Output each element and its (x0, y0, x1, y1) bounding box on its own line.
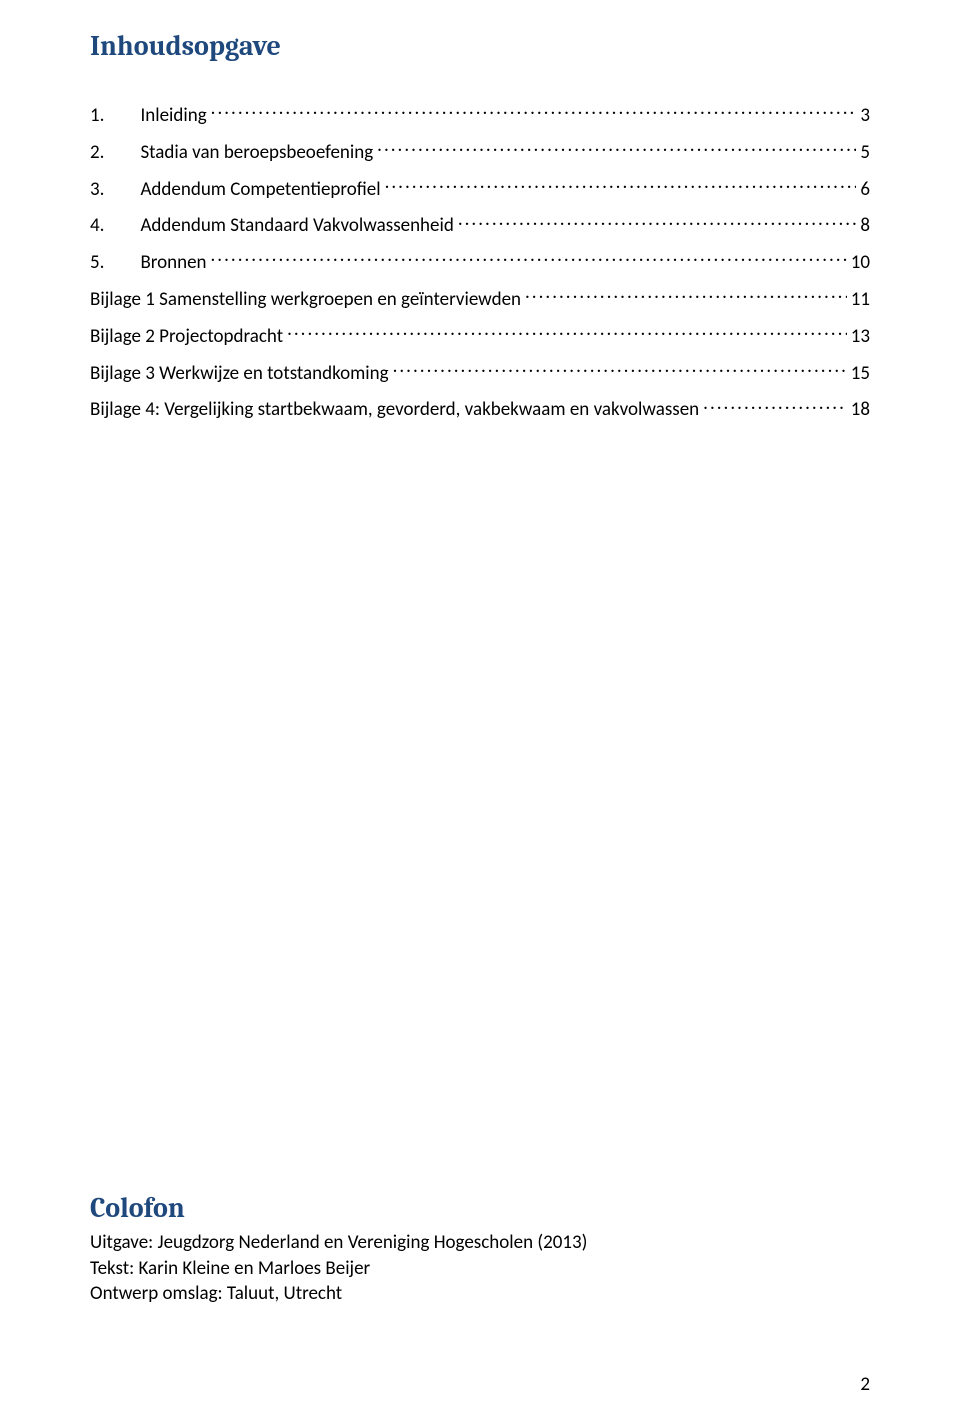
toc-entry-title: Addendum Standaard Vakvolwassenheid (140, 215, 453, 238)
page-number: 2 (860, 1373, 870, 1396)
toc-entry[interactable]: 1. Inleiding 3 (90, 102, 870, 128)
toc-entry-number: 3. (90, 179, 104, 202)
toc-entry[interactable]: Bijlage 1 Samenstelling werkgroepen en g… (90, 286, 870, 312)
toc-entry-number: 4. (90, 215, 104, 238)
toc-dot-leader (377, 139, 856, 158)
toc-dot-leader (211, 249, 847, 268)
toc-entry-number: 2. (90, 142, 104, 165)
toc-dot-leader (385, 176, 857, 195)
toc-dot-leader (211, 102, 857, 121)
table-of-contents: 1. Inleiding 3 2. Stadia van beroepsbeoefeni… (90, 102, 870, 422)
toc-entry-title: Inleiding (140, 105, 206, 128)
toc-entry[interactable]: Bijlage 3 Werkwijze en totstandkoming 15 (90, 360, 870, 386)
colofon-line: Uitgave: Jeugdzorg Nederland en Verenigi… (90, 1230, 870, 1256)
colofon-line: Tekst: Karin Kleine en Marloes Beijer (90, 1256, 870, 1282)
toc-dot-leader (525, 286, 847, 305)
toc-entry-page: 13 (851, 326, 870, 349)
colofon-body: Uitgave: Jeugdzorg Nederland en Verenigi… (90, 1230, 870, 1307)
toc-entry-title: Bijlage 1 Samenstelling werkgroepen en g… (90, 289, 521, 312)
toc-entry-number: 1. (90, 105, 104, 128)
colofon-line: Ontwerp omslag: Taluut, Utrecht (90, 1281, 870, 1307)
toc-entry-page: 5 (860, 142, 870, 165)
toc-entry-title: Addendum Competentieprofiel (140, 179, 380, 202)
toc-entry-page: 11 (851, 289, 870, 312)
toc-entry-page: 18 (851, 399, 870, 422)
toc-entry-page: 15 (851, 363, 870, 386)
toc-entry-page: 3 (860, 105, 870, 128)
toc-entry[interactable]: 5. Bronnen 10 (90, 249, 870, 275)
toc-entry-title: Bijlage 2 Projectopdracht (90, 326, 283, 349)
toc-entry-title: Bijlage 3 Werkwijze en totstandkoming (90, 363, 389, 386)
toc-dot-leader (458, 212, 857, 231)
toc-dot-leader (393, 360, 847, 379)
toc-entry-page: 6 (860, 179, 870, 202)
toc-entry-title: Bronnen (140, 252, 206, 275)
colofon-heading: Colofon (90, 1192, 870, 1224)
toc-entry-title: Stadia van beroepsbeoefening (140, 142, 373, 165)
toc-entry[interactable]: 3. Addendum Competentieprofiel 6 (90, 176, 870, 202)
toc-dot-leader (287, 323, 847, 342)
toc-entry[interactable]: 2. Stadia van beroepsbeoefening 5 (90, 139, 870, 165)
toc-entry[interactable]: Bijlage 4: Vergelijking startbekwaam, ge… (90, 396, 870, 422)
toc-entry[interactable]: 4. Addendum Standaard Vakvolwassenheid 8 (90, 212, 870, 238)
toc-dot-leader (703, 396, 847, 415)
toc-heading: Inhoudsopgave (90, 30, 870, 62)
toc-entry[interactable]: Bijlage 2 Projectopdracht 13 (90, 323, 870, 349)
toc-entry-page: 10 (851, 252, 870, 275)
toc-entry-page: 8 (860, 215, 870, 238)
toc-entry-title: Bijlage 4: Vergelijking startbekwaam, ge… (90, 399, 699, 422)
toc-entry-number: 5. (90, 252, 104, 275)
